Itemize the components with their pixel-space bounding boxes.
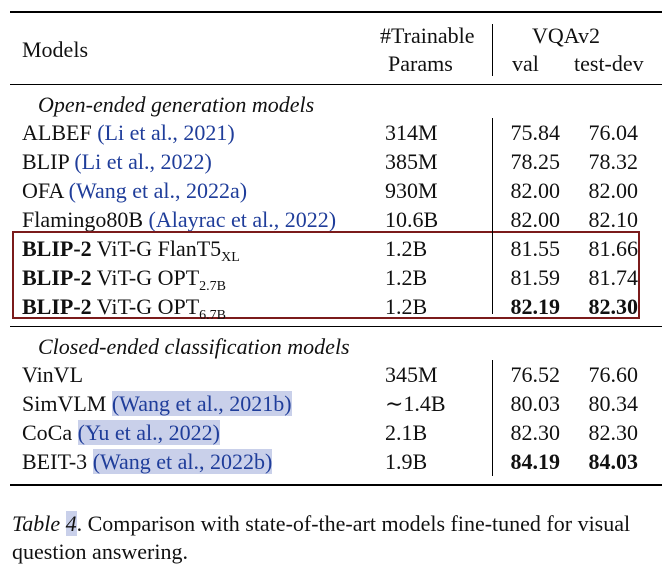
- model-cell: VinVL: [22, 362, 83, 388]
- model-cell: BLIP-2 ViT-G OPT6.7B: [22, 294, 227, 323]
- header-params: Params: [388, 51, 453, 76]
- test-dev-cell: 84.03: [588, 449, 639, 474]
- model-name: VinVL: [22, 362, 84, 387]
- citation-link: (Alayrac et al., 2022): [148, 207, 337, 232]
- header-rule: [10, 84, 662, 85]
- model-cell: Flamingo80B (Alayrac et al., 2022): [22, 207, 336, 233]
- val-cell: 82.19: [510, 294, 561, 319]
- test-dev-cell: 78.32: [588, 149, 639, 174]
- blip2-name: BLIP-2: [22, 294, 92, 319]
- caption-number: 4: [65, 511, 77, 536]
- bottom-rule: [10, 484, 662, 486]
- test-dev-cell: 81.66: [588, 236, 639, 261]
- model-cell: BLIP (Li et al., 2022): [22, 149, 212, 175]
- header-test-dev: test-dev: [574, 51, 644, 76]
- model-name: BLIP: [22, 149, 69, 174]
- test-dev-cell: 82.10: [588, 207, 639, 232]
- citation-link: (Li et al., 2021): [97, 120, 235, 145]
- val-cell: 82.30: [510, 420, 561, 445]
- params-cell: 345M: [385, 362, 438, 387]
- caption-text: . Comparison with state-of-the-art model…: [12, 511, 631, 564]
- body-divider-open: [492, 118, 493, 314]
- blip2-highlight-box: [12, 231, 640, 319]
- val-cell: 80.03: [510, 391, 561, 416]
- params-cell: ∼1.4B: [385, 391, 446, 416]
- params-cell: 1.2B: [385, 265, 428, 290]
- params-cell: 2.1B: [385, 420, 428, 445]
- model-name: SimVLM: [22, 391, 107, 416]
- test-dev-cell: 82.30: [588, 294, 639, 319]
- params-cell: 930M: [385, 178, 438, 203]
- test-dev-cell: 76.04: [588, 120, 639, 145]
- test-dev-cell: 82.30: [588, 420, 639, 445]
- params-cell: 1.9B: [385, 449, 428, 474]
- model-cell: CoCa (Yu et al., 2022): [22, 420, 220, 446]
- citation-link: (Wang et al., 2022a): [68, 178, 248, 203]
- body-divider-closed: [492, 360, 493, 476]
- header-divider: [492, 24, 493, 76]
- model-name: ALBEF: [22, 120, 92, 145]
- citation-link: (Li et al., 2022): [74, 149, 212, 174]
- blip2-name: BLIP-2: [22, 236, 92, 261]
- model-variant: ViT-G OPT: [96, 265, 200, 290]
- header-vqav2: VQAv2: [532, 23, 601, 48]
- val-cell: 75.84: [510, 120, 561, 145]
- test-dev-cell: 81.74: [588, 265, 639, 290]
- model-variant: ViT-G FlanT5: [96, 236, 222, 261]
- citation-link: (Wang et al., 2021b): [111, 391, 292, 416]
- params-cell: 10.6B: [385, 207, 439, 232]
- model-variant-subscript: 2.7B: [199, 279, 227, 294]
- citation-link: (Yu et al., 2022): [77, 420, 220, 445]
- test-dev-cell: 82.00: [588, 178, 639, 203]
- section-title-open-ended: Open-ended generation models: [38, 92, 315, 117]
- val-cell: 81.55: [510, 236, 561, 261]
- header-models: Models: [22, 37, 88, 62]
- header-val: val: [512, 51, 539, 76]
- test-dev-cell: 80.34: [588, 391, 639, 416]
- model-name: CoCa: [22, 420, 73, 445]
- model-variant-subscript: XL: [221, 250, 240, 265]
- citation-link: (Wang et al., 2022b): [92, 449, 273, 474]
- model-cell: BLIP-2 ViT-G FlanT5XL: [22, 236, 240, 265]
- model-cell: BLIP-2 ViT-G OPT2.7B: [22, 265, 227, 294]
- test-dev-cell: 76.60: [588, 362, 639, 387]
- model-variant: ViT-G OPT: [96, 294, 200, 319]
- params-cell: 314M: [385, 120, 438, 145]
- model-cell: BEIT-3 (Wang et al., 2022b): [22, 449, 273, 475]
- top-rule: [10, 11, 662, 13]
- caption-label: Table: [12, 511, 61, 536]
- val-cell: 82.00: [510, 178, 561, 203]
- params-cell: 1.2B: [385, 294, 428, 319]
- blip2-name: BLIP-2: [22, 265, 92, 290]
- params-cell: 1.2B: [385, 236, 428, 261]
- val-cell: 84.19: [510, 449, 561, 474]
- model-name: BEIT-3: [22, 449, 88, 474]
- section-rule: [10, 326, 662, 327]
- val-cell: 81.59: [510, 265, 561, 290]
- section-title-closed-ended: Closed-ended classification models: [38, 334, 350, 359]
- model-cell: SimVLM (Wang et al., 2021b): [22, 391, 292, 417]
- model-cell: ALBEF (Li et al., 2021): [22, 120, 235, 146]
- val-cell: 76.52: [510, 362, 561, 387]
- model-name: Flamingo80B: [22, 207, 144, 232]
- table-caption: Table 4. Comparison with state-of-the-ar…: [12, 510, 662, 566]
- val-cell: 82.00: [510, 207, 561, 232]
- model-name: OFA: [22, 178, 64, 203]
- model-cell: OFA (Wang et al., 2022a): [22, 178, 247, 204]
- params-cell: 385M: [385, 149, 438, 174]
- model-variant-subscript: 6.7B: [199, 308, 227, 323]
- val-cell: 78.25: [510, 149, 561, 174]
- header-trainable: #Trainable: [380, 23, 475, 48]
